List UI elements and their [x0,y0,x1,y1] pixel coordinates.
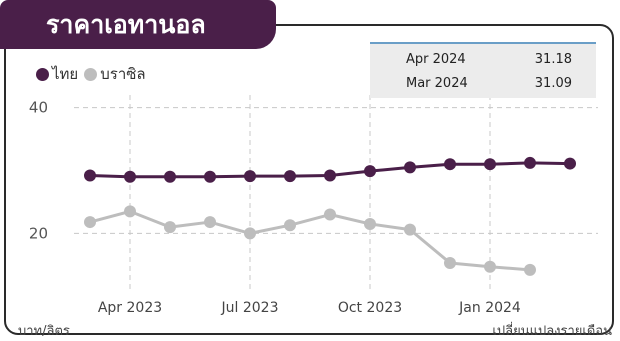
data-point-thai [364,165,376,178]
data-point-brazil [444,256,456,269]
tooltip-label: Apr 2024 [406,52,466,67]
data-point-thai [524,156,536,169]
legend-label-thai: ไทย [52,65,79,83]
y-tick-label: 40 [29,99,48,117]
tooltip-label: Mar 2024 [406,76,468,91]
legend-item-brazil[interactable]: บราซิล [84,62,146,86]
x-tick-label: Apr 2023 [98,300,162,316]
data-point-brazil [364,217,376,230]
data-point-thai [564,157,576,170]
data-point-brazil [324,208,336,221]
legend-swatch-brazil [84,67,98,81]
data-point-thai [84,169,96,182]
x-tick-label: Oct 2023 [338,300,402,316]
data-point-brazil [244,227,256,240]
legend-swatch-thai [36,67,49,81]
y-tick-label: 20 [29,224,48,242]
chart-title: ราคาเอทานอล [0,0,276,49]
tooltip-row: Apr 2024 31.18 [370,46,596,72]
legend: ไทย บราซิล [36,62,152,86]
data-point-brazil [164,221,176,234]
x-tick-label: Jul 2023 [221,300,279,316]
data-point-thai [124,170,136,183]
tooltip-box: Apr 2024 31.18 Mar 2024 31.09 [370,42,596,98]
tooltip-value: 31.09 [534,76,572,91]
legend-item-thai[interactable]: ไทย [36,62,78,86]
tooltip-row: Mar 2024 31.09 [370,70,596,96]
legend-label-brazil: บราซิล [100,65,146,83]
data-point-thai [404,161,416,174]
data-point-brazil [284,219,296,232]
data-point-thai [284,170,296,183]
data-point-thai [204,170,216,183]
data-point-brazil [204,216,216,229]
data-point-brazil [124,205,136,218]
tooltip-value: 31.18 [534,52,572,67]
data-point-brazil [404,223,416,236]
data-point-brazil [84,216,96,229]
data-point-brazil [484,260,496,273]
data-point-thai [484,158,496,171]
data-point-thai [164,170,176,183]
data-point-brazil [524,263,536,276]
data-point-thai [324,169,336,182]
change-label: เปลี่ยนแปลงรายเดือน [492,324,612,339]
data-point-thai [244,170,256,183]
series-line-brazil [89,209,531,272]
y-unit-label: บาท/ลิตร [18,324,70,339]
data-point-thai [444,158,456,171]
x-tick-label: Jan 2024 [458,300,521,316]
